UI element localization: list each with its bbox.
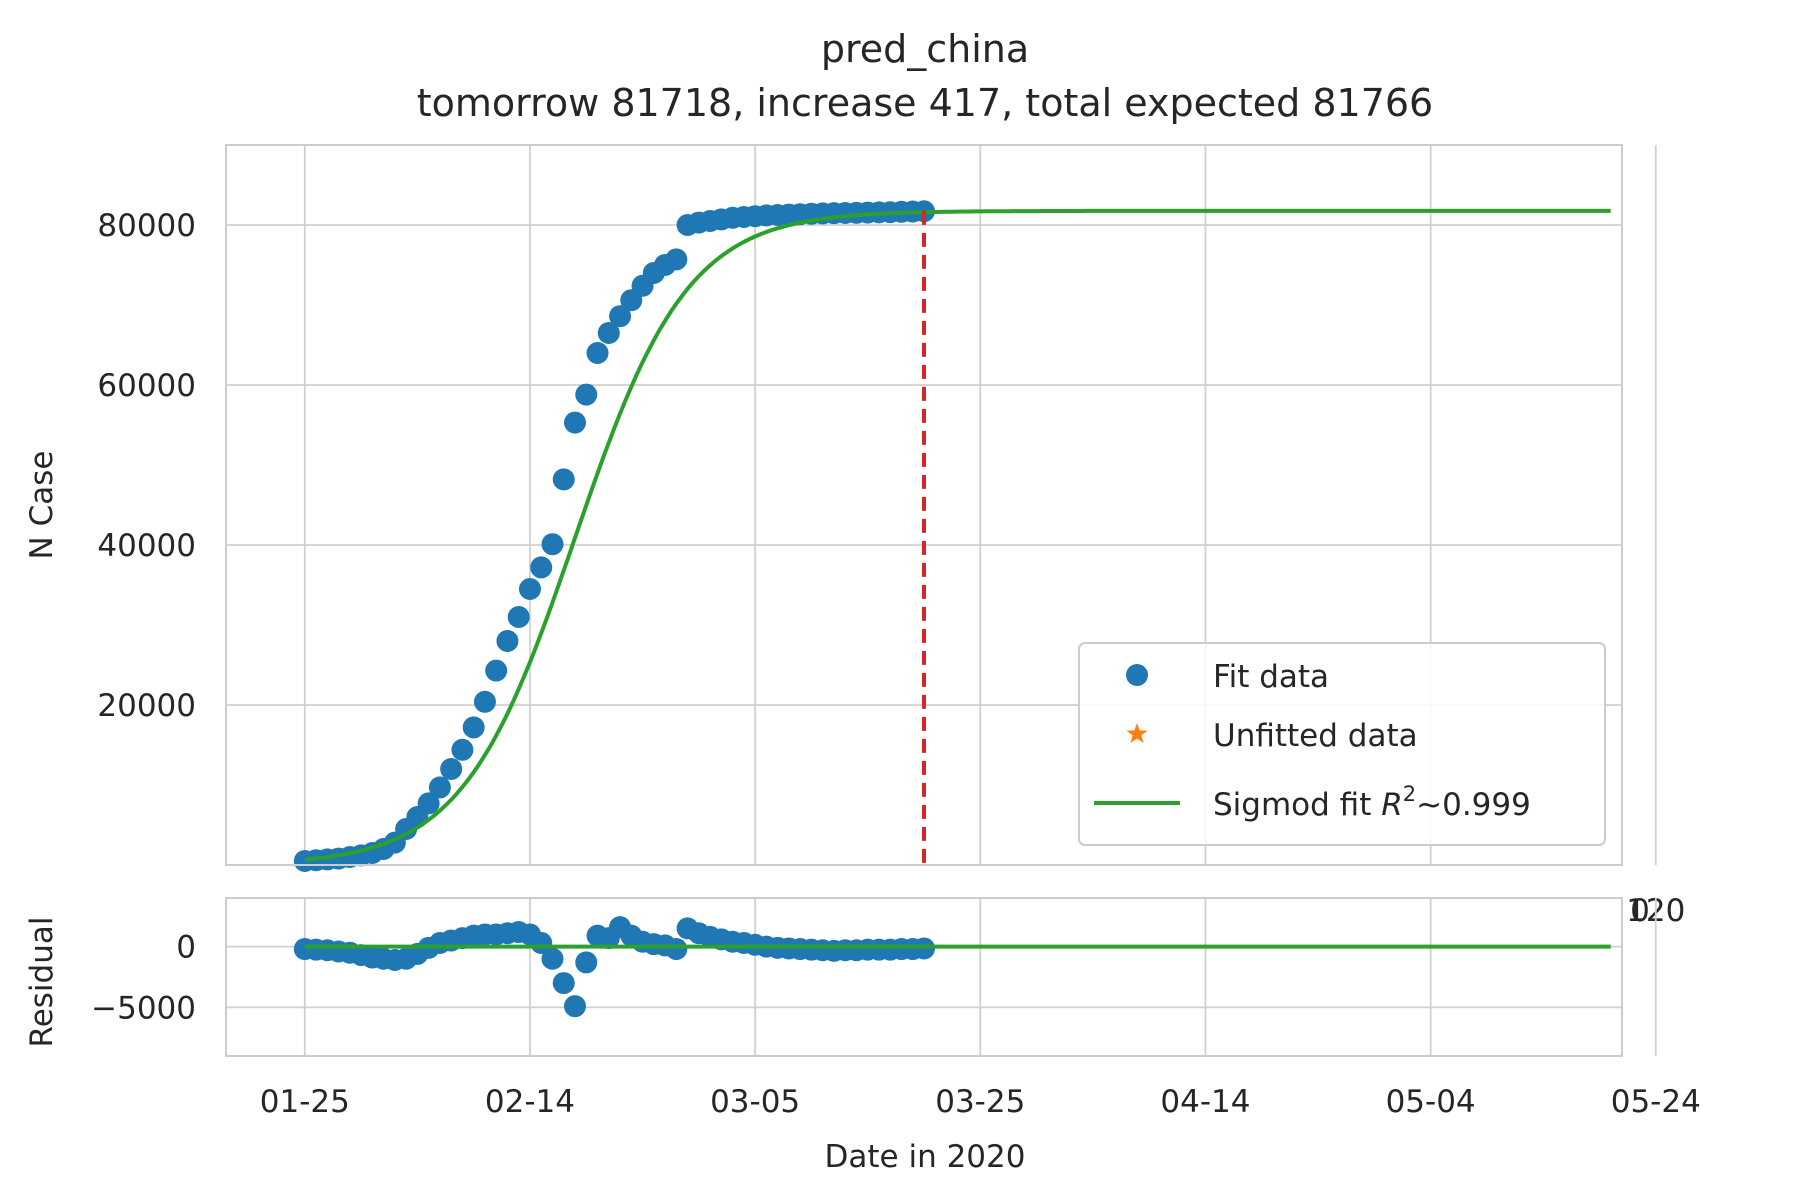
legend: Fit data Unfitted data Sigmod fit R2~0.9…: [1078, 642, 1606, 846]
x-tick-label: 02-14: [485, 1084, 575, 1120]
fit-data-point: [473, 690, 496, 713]
fit-data-point: [440, 758, 463, 780]
fit-data-point: [665, 248, 688, 271]
residual-axes-frame: [225, 897, 1623, 1057]
x-tick-label: 05-04: [1386, 1084, 1476, 1120]
main-axes-frame: [225, 144, 1623, 866]
main-y-tick-label: 20000: [97, 688, 196, 724]
fit-data-point: [609, 305, 632, 328]
sigmod-fit-line: [304, 208, 1611, 862]
legend-marker-unfitted-data: [1126, 723, 1148, 743]
fit-data-point: [496, 630, 519, 652]
x-axis-label: Date in 2020: [825, 1139, 1026, 1175]
residual-y-tick-label: 0: [176, 930, 196, 966]
main-y-tick-labels: 20000 40000 60000 80000: [97, 208, 196, 724]
x-tick-label: 04-14: [1160, 1084, 1250, 1120]
legend-label-sigmod-var: R: [1381, 787, 1403, 823]
main-x-tick-labels-hidden: 020406080100120: [0, 893, 1685, 1058]
x-tick-label: 03-05: [710, 1084, 800, 1120]
legend-label-sigmod-sup: 2: [1403, 782, 1416, 806]
residual-point: [541, 947, 564, 970]
fit-data-point: [428, 776, 451, 799]
legend-box: [1078, 642, 1606, 846]
fit-data-point: [507, 606, 530, 628]
residual-point: [575, 951, 598, 974]
legend-label-sigmod-tail: ~0.999: [1416, 787, 1531, 823]
x-tick-label: 03-25: [935, 1084, 1025, 1120]
legend-label-sigmod-fit: Sigmod fit R2~0.999: [1213, 782, 1531, 823]
x-tick-label: 05-24: [1611, 1084, 1701, 1120]
chart-subtitle: tomorrow 81718, increase 417, total expe…: [417, 81, 1433, 125]
legend-label-sigmod-main: Sigmod fit: [1213, 787, 1381, 823]
fit-data-point: [462, 716, 485, 739]
main-plot-area: [293, 200, 1611, 872]
residual-y-axis-label: Residual: [24, 917, 60, 1048]
main-y-tick-label: 40000: [97, 528, 196, 564]
stray-tick-label: 0: [1630, 893, 1650, 929]
fit-data-point: [518, 578, 541, 600]
x-tick-labels: 01-25 02-14 03-05 03-25 04-14 05-04 05-24: [260, 1084, 1701, 1120]
legend-label-unfitted-data: Unfitted data: [1213, 718, 1418, 754]
fit-data-point: [541, 533, 564, 556]
residual-y-tick-label: −5000: [91, 990, 196, 1026]
fit-data-point: [586, 342, 609, 364]
fit-data-point: [552, 468, 575, 491]
fit-data-point: [564, 411, 586, 434]
fit-data-point: [530, 556, 553, 579]
legend-label-fit-data: Fit data: [1213, 659, 1329, 695]
fit-data-point: [575, 383, 598, 406]
residual-point: [665, 938, 688, 961]
residual-point: [564, 995, 586, 1018]
residual-point: [552, 972, 575, 995]
fit-data-point: [417, 792, 440, 815]
residual-axes-background: [0, 898, 1622, 1058]
main-y-tick-label: 60000: [97, 368, 196, 404]
x-tick-label: 01-25: [260, 1084, 350, 1120]
legend-marker-fit-data: [1126, 664, 1148, 686]
chart-title: pred_china: [821, 27, 1029, 71]
fit-data-point: [451, 738, 474, 761]
fit-data-point: [597, 322, 620, 344]
main-y-tick-label: 80000: [97, 208, 196, 244]
fit-data-point: [485, 659, 508, 682]
main-y-axis-label: N Case: [24, 451, 60, 560]
residual-plot-area: [293, 916, 1611, 1018]
residual-y-tick-labels: 0 −5000: [91, 930, 196, 1027]
